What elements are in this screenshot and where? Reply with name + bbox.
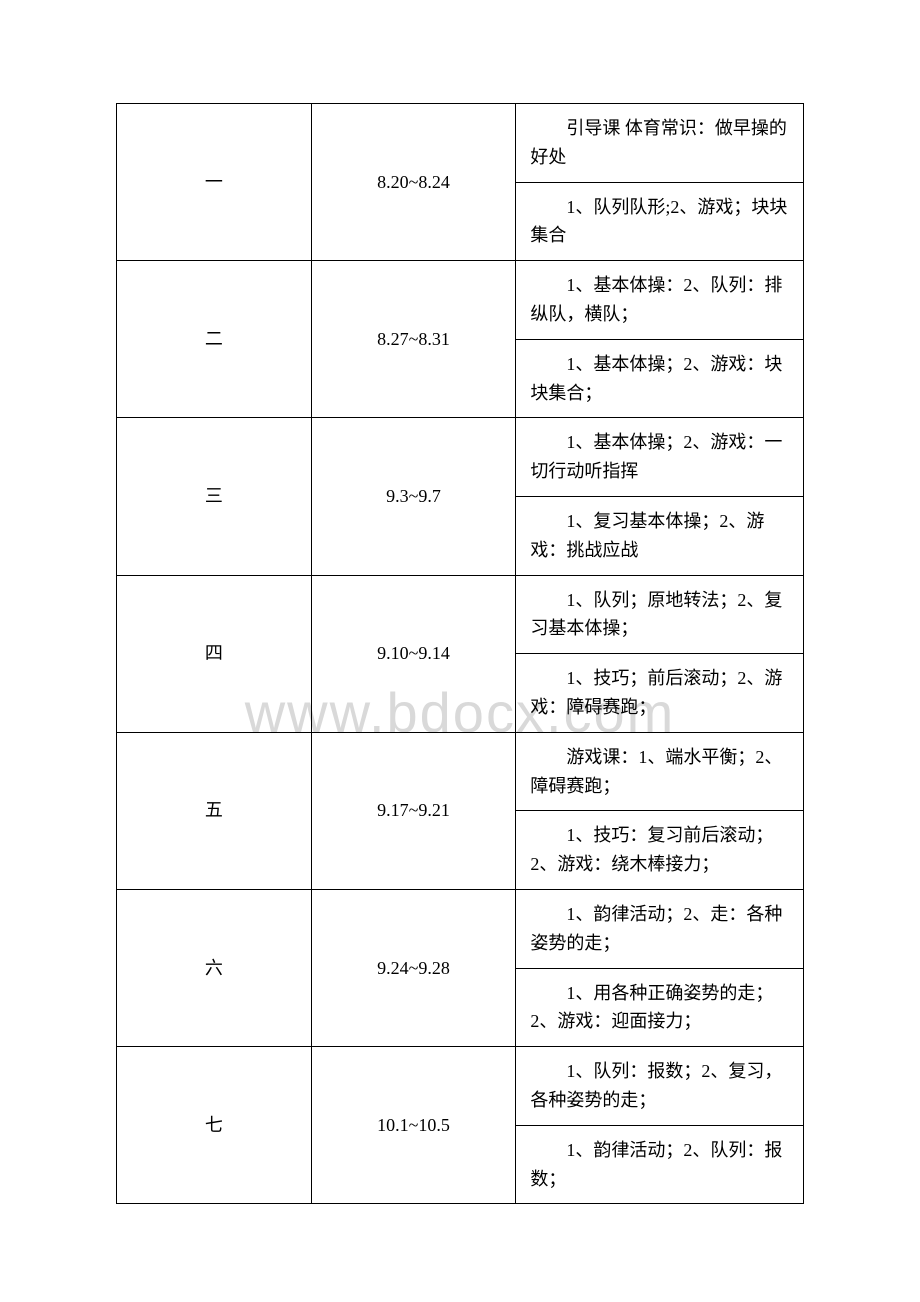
week-cell: 二 <box>117 261 312 418</box>
table-row: 一 8.20~8.24 引导课 体育常识：做早操的好处 <box>117 104 804 183</box>
content-cell: 1、用各种正确姿势的走；2、游戏：迎面接力； <box>516 968 804 1047</box>
content-cell: 1、队列；原地转法；2、复习基本体操； <box>516 575 804 654</box>
table-row: 五 9.17~9.21 游戏课：1、端水平衡；2、障碍赛跑； <box>117 732 804 811</box>
content-cell: 1、基本体操；2、游戏：块块集合； <box>516 339 804 418</box>
week-cell: 三 <box>117 418 312 575</box>
date-cell: 8.20~8.24 <box>311 104 516 261</box>
table-row: 四 9.10~9.14 1、队列；原地转法；2、复习基本体操； <box>117 575 804 654</box>
content-cell: 1、韵律活动；2、队列：报数； <box>516 1125 804 1204</box>
week-cell: 四 <box>117 575 312 732</box>
content-cell: 1、复习基本体操；2、游戏：挑战应战 <box>516 496 804 575</box>
content-cell: 1、基本体操；2、游戏：一切行动听指挥 <box>516 418 804 497</box>
date-cell: 9.10~9.14 <box>311 575 516 732</box>
content-cell: 1、队列：报数；2、复习，各种姿势的走； <box>516 1047 804 1126</box>
schedule-table: 一 8.20~8.24 引导课 体育常识：做早操的好处 1、队列队形;2、游戏；… <box>116 103 804 1204</box>
content-cell: 1、基本体操：2、队列：排纵队，横队； <box>516 261 804 340</box>
content-cell: 1、韵律活动；2、走：各种姿势的走； <box>516 889 804 968</box>
table-row: 二 8.27~8.31 1、基本体操：2、队列：排纵队，横队； <box>117 261 804 340</box>
content-cell: 1、技巧；前后滚动；2、游戏：障碍赛跑； <box>516 654 804 733</box>
content-cell: 游戏课：1、端水平衡；2、障碍赛跑； <box>516 732 804 811</box>
table-row: 七 10.1~10.5 1、队列：报数；2、复习，各种姿势的走； <box>117 1047 804 1126</box>
date-cell: 9.3~9.7 <box>311 418 516 575</box>
content-cell: 1、队列队形;2、游戏；块块集合 <box>516 182 804 261</box>
week-cell: 一 <box>117 104 312 261</box>
table-row: 六 9.24~9.28 1、韵律活动；2、走：各种姿势的走； <box>117 889 804 968</box>
date-cell: 9.17~9.21 <box>311 732 516 889</box>
date-cell: 10.1~10.5 <box>311 1047 516 1204</box>
date-cell: 8.27~8.31 <box>311 261 516 418</box>
content-cell: 引导课 体育常识：做早操的好处 <box>516 104 804 183</box>
date-cell: 9.24~9.28 <box>311 889 516 1046</box>
week-cell: 七 <box>117 1047 312 1204</box>
content-cell: 1、技巧：复习前后滚动；2、游戏：绕木棒接力； <box>516 811 804 890</box>
schedule-table-container: 一 8.20~8.24 引导课 体育常识：做早操的好处 1、队列队形;2、游戏；… <box>116 103 804 1204</box>
week-cell: 五 <box>117 732 312 889</box>
week-cell: 六 <box>117 889 312 1046</box>
table-row: 三 9.3~9.7 1、基本体操；2、游戏：一切行动听指挥 <box>117 418 804 497</box>
